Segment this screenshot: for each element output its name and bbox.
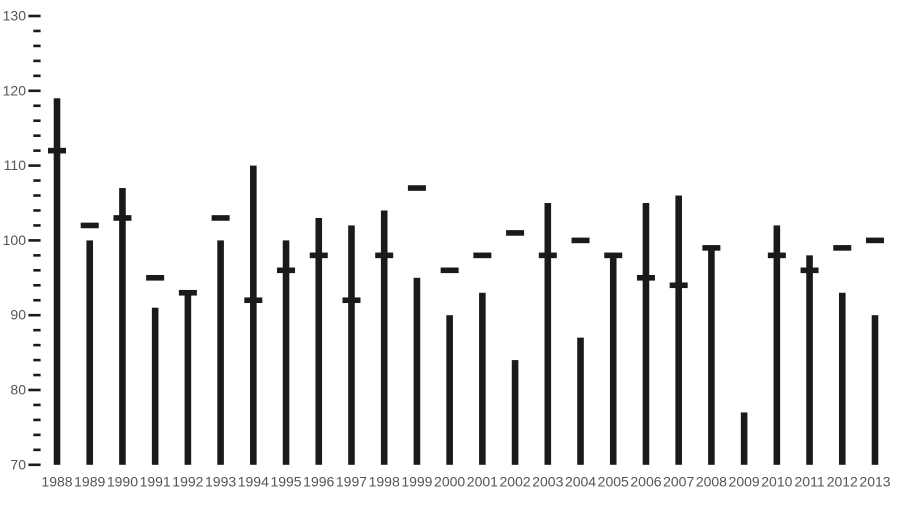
svg-text:1992: 1992 [172,474,203,490]
svg-text:2009: 2009 [729,474,760,490]
svg-text:80: 80 [10,382,26,398]
svg-text:1990: 1990 [107,474,138,490]
svg-text:2003: 2003 [532,474,563,490]
svg-text:1999: 1999 [401,474,432,490]
svg-text:2006: 2006 [630,474,661,490]
svg-text:1989: 1989 [74,474,105,490]
svg-text:1998: 1998 [369,474,400,490]
svg-text:2010: 2010 [761,474,792,490]
svg-text:120: 120 [3,82,27,98]
svg-text:1993: 1993 [205,474,236,490]
svg-text:1997: 1997 [336,474,367,490]
svg-text:2008: 2008 [696,474,727,490]
svg-text:2001: 2001 [467,474,498,490]
svg-text:2012: 2012 [827,474,858,490]
svg-text:2013: 2013 [859,474,890,490]
svg-text:2004: 2004 [565,474,596,490]
svg-text:1991: 1991 [140,474,171,490]
svg-text:2000: 2000 [434,474,465,490]
svg-text:2005: 2005 [598,474,629,490]
svg-text:110: 110 [4,157,27,173]
svg-text:1994: 1994 [238,474,269,490]
svg-text:2007: 2007 [663,474,694,490]
svg-text:2002: 2002 [500,474,531,490]
svg-text:90: 90 [10,307,26,323]
svg-text:100: 100 [3,232,27,248]
svg-text:70: 70 [10,456,26,472]
svg-text:130: 130 [3,8,27,24]
svg-text:1988: 1988 [41,474,72,490]
svg-text:1996: 1996 [303,474,334,490]
svg-text:2011: 2011 [795,474,825,490]
svg-text:1995: 1995 [270,474,301,490]
